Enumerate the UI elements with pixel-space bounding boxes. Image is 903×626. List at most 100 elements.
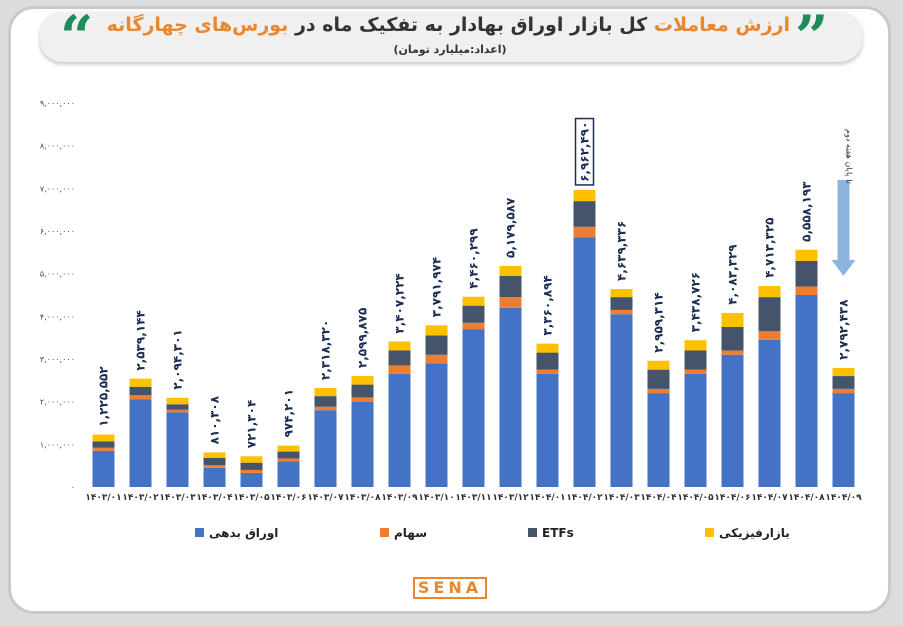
legend-swatch [195,528,204,537]
bar-segment [647,360,670,370]
x-tick-label: ۱۴۰۳/۱۱ [455,493,491,503]
total-label: ۴,۴۶۰,۲۹۹ [467,228,481,289]
bar-segment [721,327,744,351]
total-label-group: ۲,۵۳۹,۱۴۴ [134,310,148,370]
y-tick-label: ۹,۰۰۰,۰۰۰ [40,99,75,108]
bar-segment [129,378,152,387]
bar-segment [573,226,596,238]
bar-segment [425,325,448,336]
y-tick-label: ۰ [71,483,75,492]
total-label: ۲,۵۳۹,۱۴۴ [134,310,148,370]
bar-segment [388,350,411,366]
bar-segment [573,190,596,202]
bar-segment [758,297,781,332]
total-label: ۵,۱۷۹,۵۸۷ [504,197,518,258]
chart-title: ارزش معاملات کل بازار اوراق بهادار به تف… [106,14,790,36]
bar-segment [721,350,744,355]
total-label: ۳,۴۳۸,۷۲۶ [689,272,703,332]
bar-segment [647,393,670,487]
total-label: ۱,۲۲۵,۵۵۲ [97,366,111,427]
bar-segment [203,467,226,487]
legend-swatch [380,528,389,537]
x-tick-label: ۱۴۰۴/۰۸ [788,493,825,503]
bar-segment [388,373,411,487]
quote-icon: ” [795,3,829,71]
total-label-group: ۲,۹۵۹,۳۱۴ [652,292,666,352]
total-label: ۲,۰۹۴,۳۰۱ [171,329,185,389]
bar-segment [388,341,411,351]
x-tick-label: ۱۴۰۴/۰۴ [640,493,677,503]
bar-segment [499,297,522,308]
total-label-group: ۴,۷۱۳,۳۲۵ [763,218,777,278]
bar-segment [203,465,226,468]
bar-segment [462,296,485,306]
subtitle: (اعداد:میلیارد تومان) [393,43,507,56]
bar-segment [462,322,485,330]
x-tick-label: ۱۴۰۳/۰۵ [233,493,270,503]
y-tick-label: ۱,۰۰۰,۰۰۰ [40,440,75,449]
x-tick-label: ۱۴۰۳/۱۰ [418,493,454,503]
bar-segment [536,369,559,374]
total-label-group: ۳,۷۹۱,۹۷۴ [430,257,444,317]
bar-segment [795,286,818,295]
total-label-group: ۵,۵۵۸,۱۹۳ [800,181,814,242]
logo: SENA [413,577,487,599]
x-tick-label: ۱۴۰۴/۰۷ [751,493,788,503]
total-label-group: ۴,۴۶۰,۲۹۹ [467,228,481,289]
annotation: تا پایان هفته دوم [845,129,854,184]
bar-segment [166,412,189,487]
title-part: کل بازار اوراق بهادار به تفکیک ماه در [294,14,648,36]
x-tick-label: ۱۴۰۳/۰۶ [270,493,306,503]
bar-segment [314,388,337,397]
total-label: ۳,۴۰۷,۲۲۴ [393,273,407,333]
bar-segment [351,401,374,487]
y-tick-label: ۲,۰۰۰,۰۰۰ [40,398,75,407]
bar-segment [314,396,337,407]
y-tick-label: ۳,۰۰۰,۰۰۰ [40,355,75,364]
bar-segment [610,314,633,487]
bar-segment [684,369,707,374]
bar-segment [388,365,411,374]
total-highlight-box [574,117,595,186]
total-label-group: ۹۷۴,۲۰۱ [282,389,296,438]
x-tick-label: ۱۴۰۴/۰۶ [714,493,750,503]
total-label-group: ۲,۳۱۸,۳۲۰ [319,320,333,380]
x-tick-label: ۱۴۰۴/۰۹ [825,493,862,503]
bar-segment [832,393,855,487]
bar-segment [203,452,226,458]
total-label-group: ۴,۰۸۳,۳۲۹ [726,244,740,305]
total-label-group: ۶,۹۶۲,۴۹۰ [574,117,595,186]
bar-segment [462,329,485,487]
bar-segment [277,458,300,462]
x-tick-label: ۱۴۰۴/۰۱ [529,493,565,503]
bar-segment [758,286,781,298]
bar-segment [92,441,115,448]
bar-segment [795,260,818,287]
total-label: ۶,۹۶۲,۴۹۰ [578,122,592,182]
total-label: ۲,۷۹۲,۴۳۸ [837,299,851,360]
bar-segment [240,469,263,473]
bar-segment [647,369,670,389]
bar-segment [499,307,522,487]
bar-segment [573,201,596,227]
legend-swatch [705,528,714,537]
bar-segment [610,309,633,315]
bar-segment [314,410,337,487]
total-label: ۳,۷۹۱,۹۷۴ [430,257,444,317]
total-label: ۲,۹۵۹,۳۱۴ [652,292,666,352]
bar-segment [684,340,707,351]
bar-segment [277,461,300,487]
bar-segment [499,265,522,276]
x-tick-label: ۱۴۰۳/۱۲ [492,493,529,503]
y-tick-label: ۶,۰۰۰,۰۰۰ [40,227,75,236]
legend-label: بازارفیزیکی [719,526,790,540]
bar-segment [240,462,263,470]
title-part: بورس‌های چهارگانه [106,14,289,36]
x-tick-label: ۱۴۰۳/۰۷ [307,493,344,503]
x-tick-label: ۱۴۰۴/۰۳ [603,493,640,503]
y-tick-label: ۴,۰۰۰,۰۰۰ [40,312,75,321]
bar-segment [795,249,818,261]
y-tick-label: ۸,۰۰۰,۰۰۰ [40,142,75,151]
x-tick-label: ۱۴۰۳/۰۴ [196,493,233,503]
